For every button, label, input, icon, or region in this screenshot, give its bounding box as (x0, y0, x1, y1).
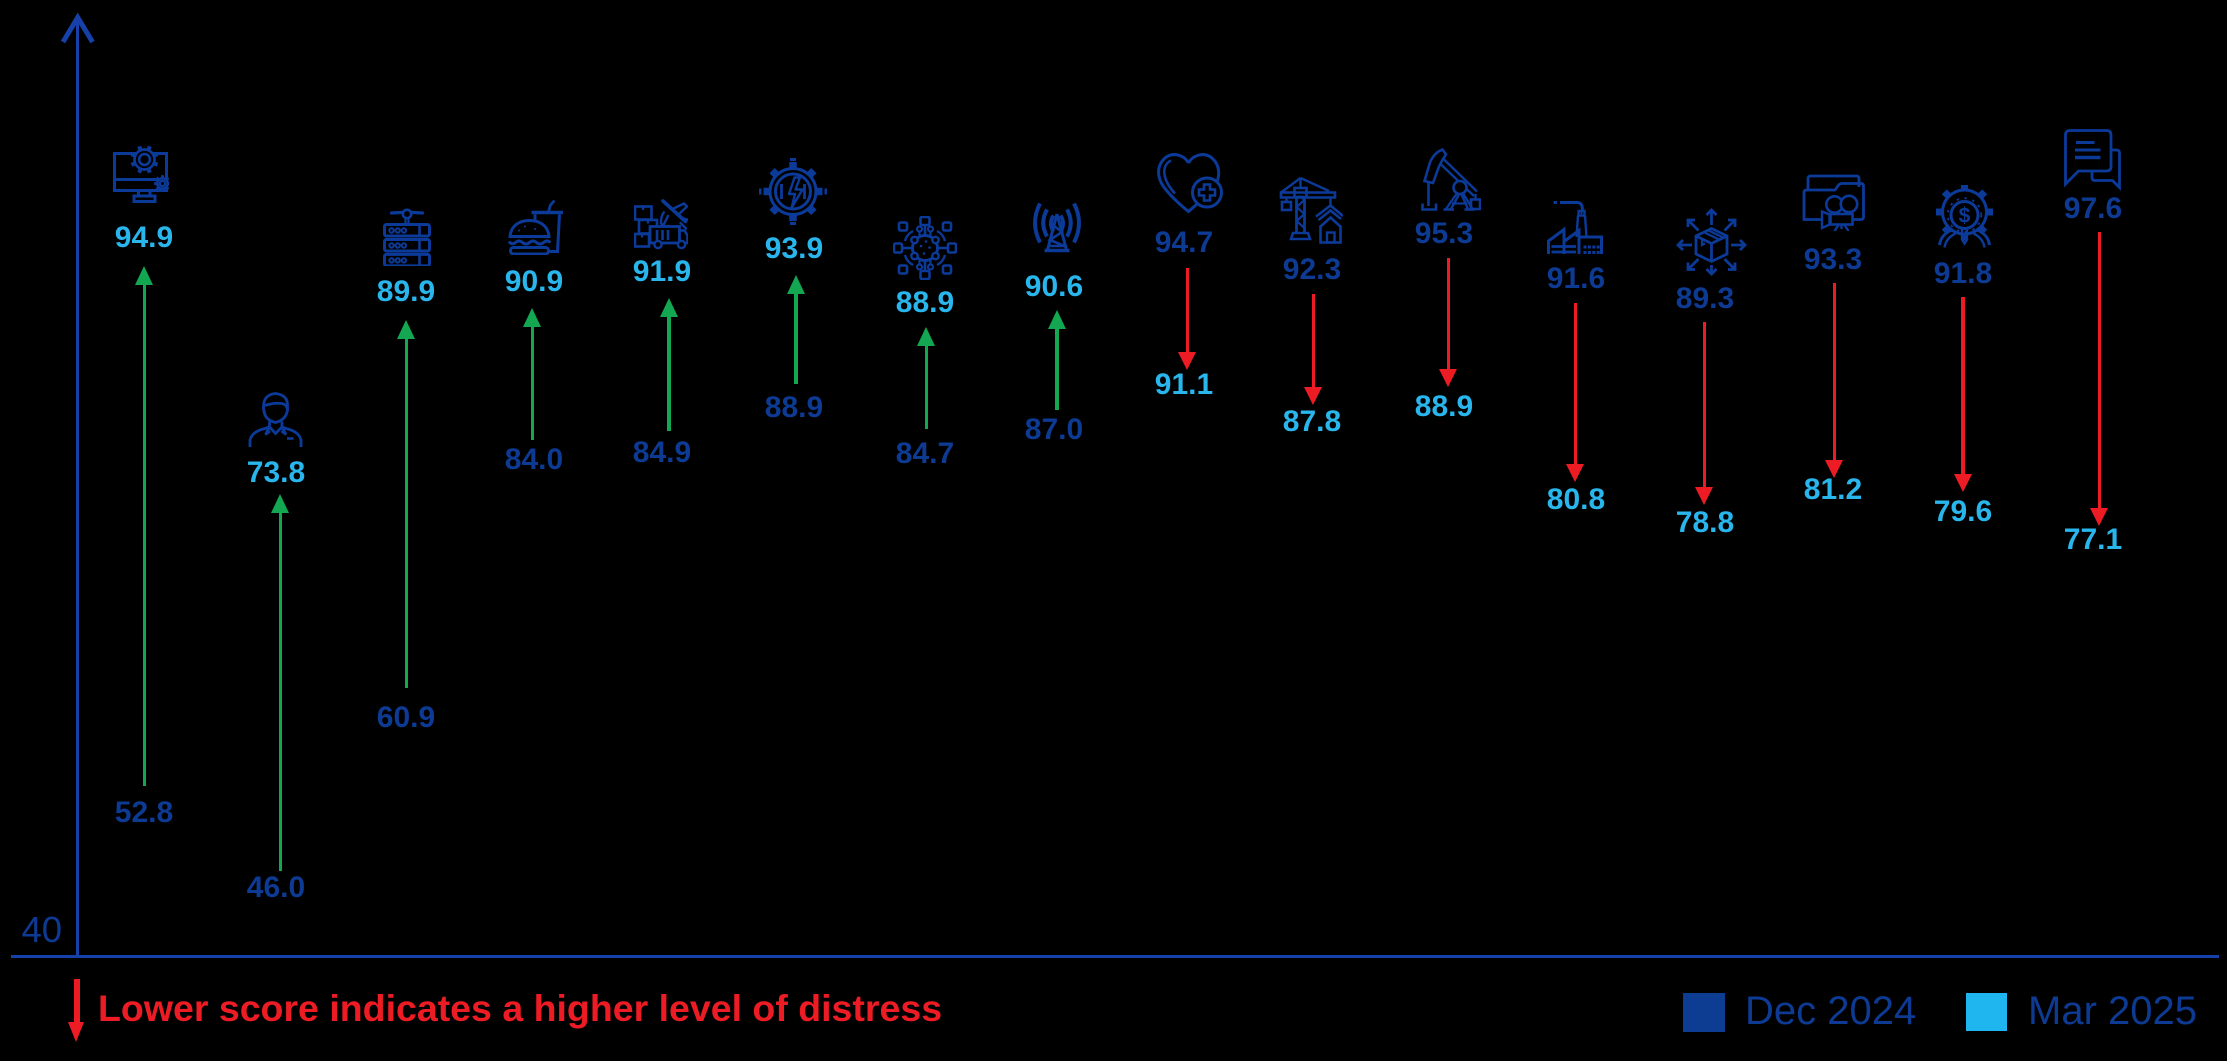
svg-text:$: $ (1959, 205, 1971, 228)
